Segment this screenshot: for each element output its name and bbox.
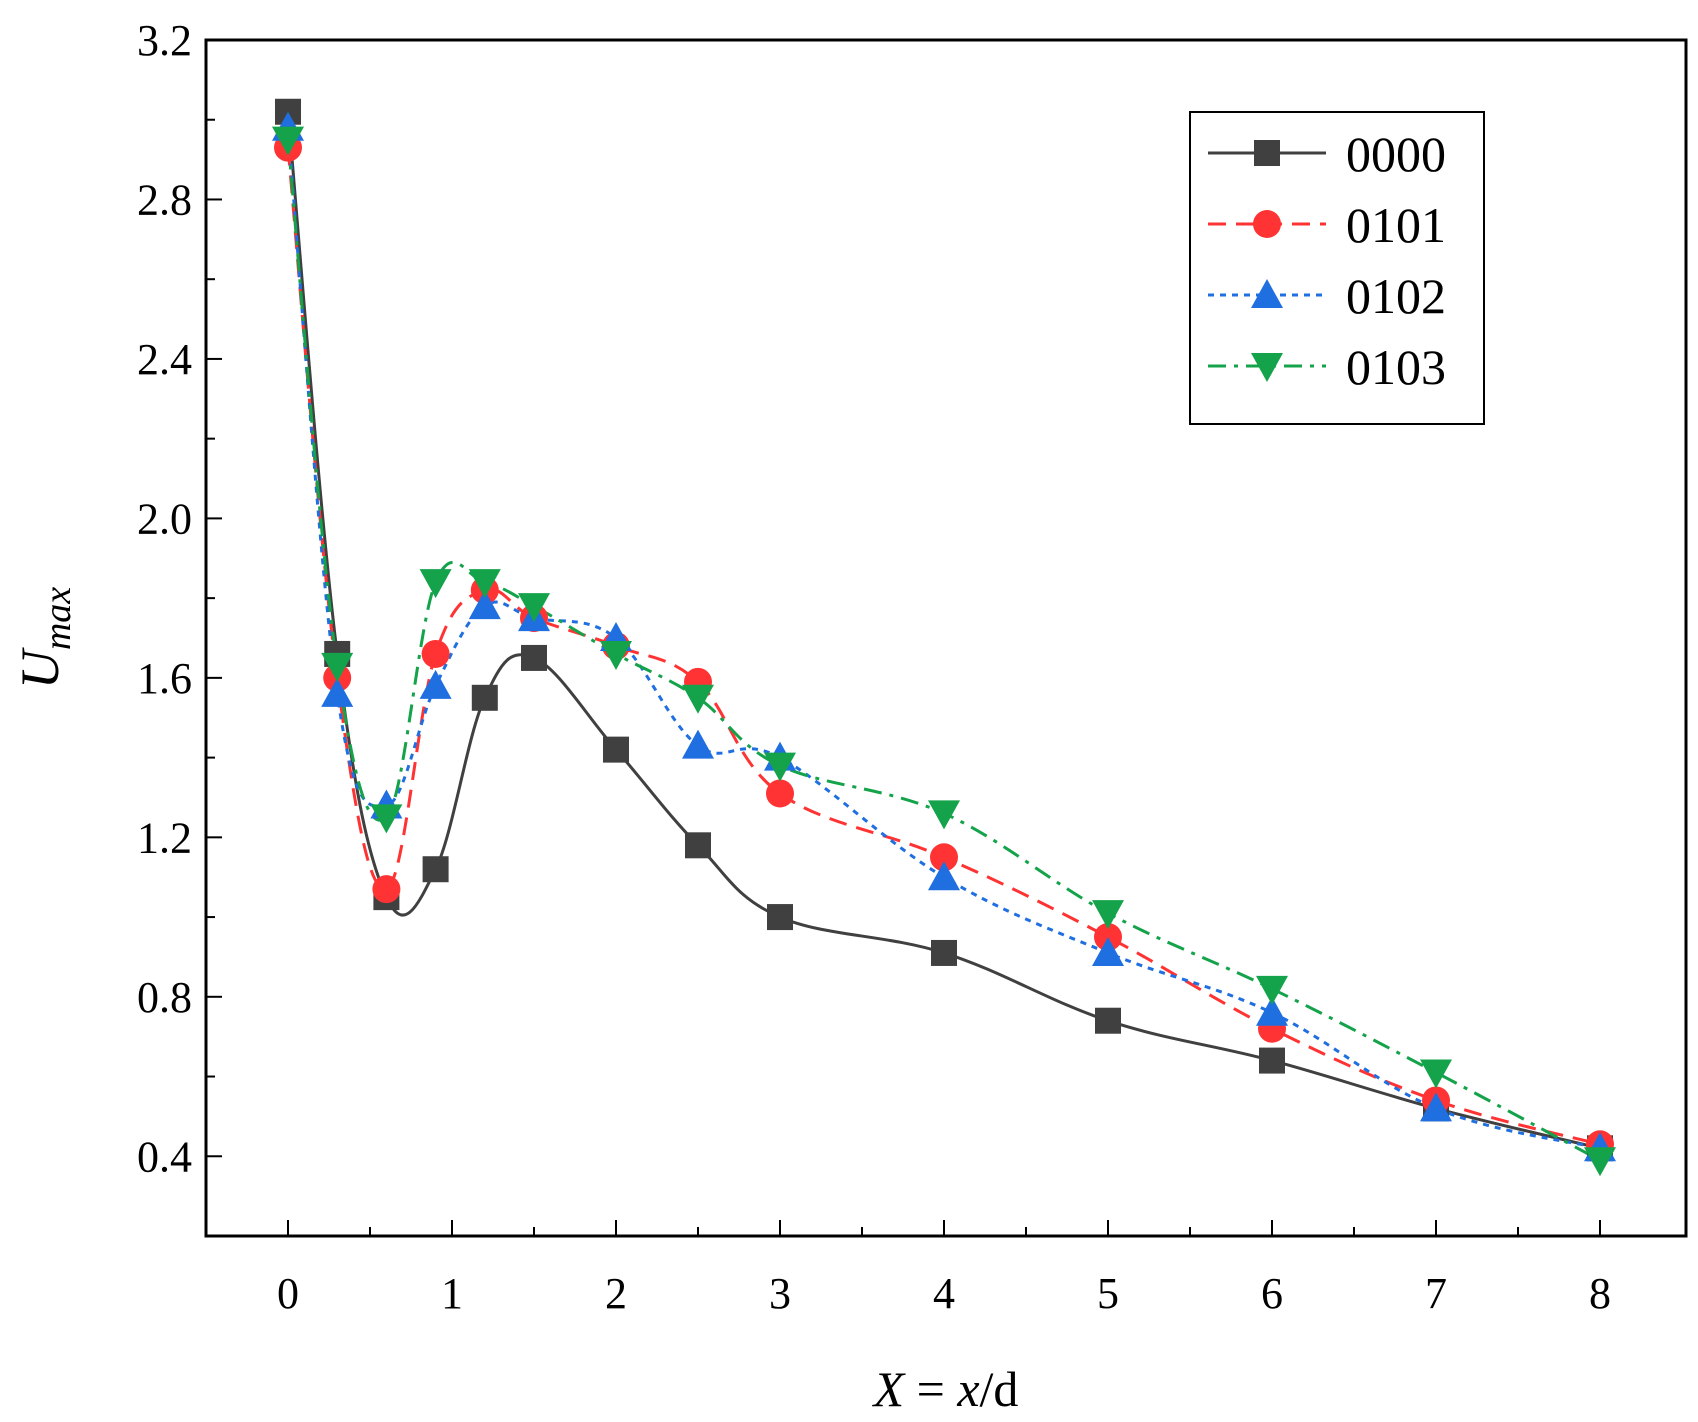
series-line-0102 [286, 127, 1601, 1150]
data-point-0103 [1420, 1059, 1452, 1089]
data-point-0102 [928, 861, 960, 891]
data-point-0102 [682, 729, 714, 759]
data-point-0102 [321, 677, 354, 707]
legend-label-0101: 0101 [1346, 197, 1446, 253]
data-point-0000 [931, 939, 957, 966]
legend-box [1189, 111, 1485, 425]
x-tick-label: 4 [933, 1269, 955, 1318]
x-tick-label: 8 [1589, 1269, 1611, 1318]
y-tick-label: 2.8 [137, 175, 192, 224]
data-point-0000 [521, 644, 547, 671]
x-tick-label: 5 [1097, 1269, 1119, 1318]
data-point-0000 [471, 684, 498, 711]
y-tick-label: 1.2 [137, 813, 192, 862]
data-point-0101 [372, 875, 401, 904]
data-point-0103 [682, 684, 714, 714]
data-point-0103 [370, 804, 403, 834]
data-point-0102 [419, 669, 452, 699]
x-tick-label: 1 [441, 1269, 463, 1318]
x-tick-label: 3 [769, 1269, 791, 1318]
data-point-0103 [1584, 1147, 1616, 1177]
legend-marker-0102 [1251, 279, 1283, 308]
y-tick-label: 3.2 [137, 16, 192, 65]
axis-ticks [206, 39, 1601, 1236]
data-point-0102 [1420, 1092, 1452, 1122]
y-tick-label: 0.4 [137, 1132, 192, 1181]
data-point-0000 [1095, 1007, 1121, 1034]
legend-marker-0000 [1254, 140, 1280, 166]
data-point-0103 [1256, 975, 1288, 1005]
data-point-0103 [928, 800, 960, 830]
series-markers [272, 98, 1616, 1177]
y-tick-label: 0.8 [137, 973, 192, 1022]
x-tick-labels: 0 1 2 3 4 5 6 7 8 [277, 1269, 1611, 1318]
data-point-0103 [1092, 900, 1124, 930]
series-line-0103 [286, 139, 1601, 1162]
y-tick-label: 1.6 [137, 654, 192, 703]
legend-label-0103: 0103 [1346, 339, 1446, 395]
data-point-0103 [272, 126, 304, 156]
x-tick-label: 7 [1425, 1269, 1447, 1318]
data-point-0000 [685, 832, 711, 859]
y-tick-label: 2.0 [137, 494, 192, 543]
data-point-0103 [518, 593, 550, 623]
data-point-0000 [603, 736, 629, 763]
legend-marker-0101 [1253, 210, 1281, 238]
data-point-0000 [422, 856, 449, 883]
data-point-0000 [1259, 1047, 1285, 1074]
plot-area-frame [204, 38, 1688, 1238]
x-axis-title: X = x/d [872, 1361, 1019, 1417]
series-line-0000 [286, 111, 1601, 1150]
data-point-0102 [1256, 996, 1288, 1026]
x-tick-label: 6 [1261, 1269, 1283, 1318]
data-point-0101 [766, 779, 794, 808]
legend-label-0102: 0102 [1346, 268, 1446, 324]
legend-label-0000: 0000 [1346, 126, 1446, 182]
data-point-0103 [764, 752, 796, 782]
data-point-0000 [767, 904, 793, 931]
x-tick-label: 0 [277, 1269, 299, 1318]
y-tick-label: 2.4 [137, 335, 192, 384]
x-tick-label: 2 [605, 1269, 627, 1318]
data-point-0103 [600, 640, 632, 670]
data-point-0103 [321, 652, 354, 682]
data-point-0103 [419, 569, 452, 599]
y-axis-title: Umax [10, 587, 79, 689]
legend-items: 0000 0101 0102 0103 [1208, 126, 1446, 395]
data-point-0103 [468, 569, 501, 599]
y-tick-labels: 0.4 0.8 1.2 1.6 2.0 2.4 2.8 3.2 [137, 16, 192, 1181]
data-point-0101 [421, 639, 450, 668]
legend-marker-0103 [1251, 353, 1283, 382]
data-point-0101 [930, 843, 958, 872]
legend: 0000 0101 0102 0103 [1189, 111, 1485, 425]
data-point-0102 [468, 590, 501, 620]
data-point-0102 [1092, 936, 1124, 966]
